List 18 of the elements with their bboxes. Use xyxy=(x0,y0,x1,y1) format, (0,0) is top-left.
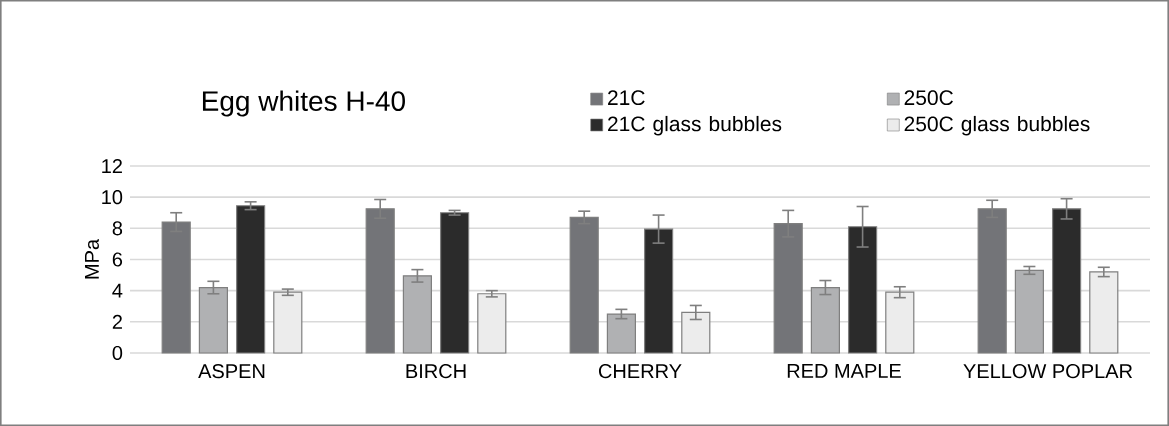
y-tick-label: 4 xyxy=(112,283,123,298)
legend-label: 250C glass bubbles xyxy=(904,115,1090,136)
y-tick-label: 10 xyxy=(102,190,123,205)
y-tick-label: 2 xyxy=(112,314,122,329)
y-tick-label: 8 xyxy=(112,221,123,236)
x-tick-label: ASPEN xyxy=(198,364,265,379)
x-tick-label: CHERRY xyxy=(598,364,682,379)
y-axis-title: MPa xyxy=(85,238,99,279)
chart-title: Egg whites H-40 xyxy=(202,90,405,117)
y-tick-label: 0 xyxy=(112,345,123,361)
y-tick-label: 6 xyxy=(112,252,123,267)
x-tick-label: YELLOW POPLAR xyxy=(963,364,1133,379)
x-tick-label: RED MAPLE xyxy=(787,364,901,378)
y-tick-label: 12 xyxy=(102,159,122,173)
legend-label: 21C glass bubbles xyxy=(608,115,782,136)
x-tick-label: BIRCH xyxy=(406,364,466,379)
legend-label: 250C xyxy=(904,90,953,106)
legend-label: 21C xyxy=(608,90,645,106)
